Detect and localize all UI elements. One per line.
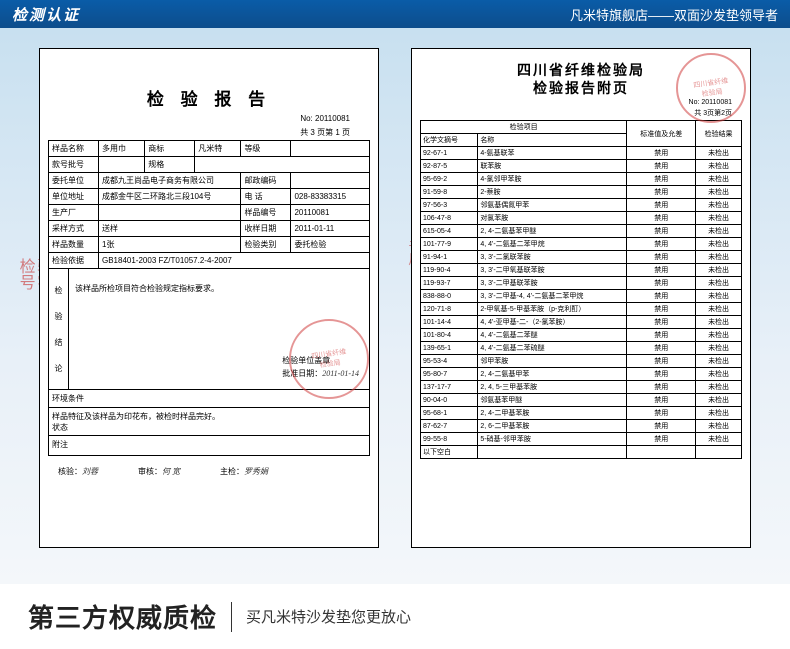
table-row: 款号批号规格 xyxy=(49,157,370,173)
table-header-row: 检验项目标准值及允差检验结果 xyxy=(421,121,742,134)
table-row: 120-71-82-甲氧基-5-甲基苯胺（p-克利酊）禁用未检出 xyxy=(421,303,742,316)
table-row: 99-55-85-硝基-邻甲苯胺禁用未检出 xyxy=(421,433,742,446)
doc1-pages: 共 3 页第 1 页 xyxy=(48,127,350,138)
conclusion-label: 检验结论 xyxy=(49,269,69,389)
table-row: 采样方式送样收样日期2011-01-11 xyxy=(49,221,370,237)
red-stamp-icon: 四川省纤维检验局 xyxy=(289,319,369,399)
table-row: 95-68-12, 4-二甲基苯胺禁用未检出 xyxy=(421,407,742,420)
table-row: 119-93-73, 3'-二甲基联苯胺禁用未检出 xyxy=(421,277,742,290)
footer-sub: 买凡米特沙发垫您更放心 xyxy=(246,606,411,627)
header-bar: 检测认证 凡米特旗舰店——双面沙发垫领导者 xyxy=(0,0,790,28)
table-row: 95-53-4邻甲苯胺禁用未检出 xyxy=(421,355,742,368)
divider xyxy=(231,602,232,632)
table-row: 137-17-72, 4, 5-三甲基苯胺禁用未检出 xyxy=(421,381,742,394)
header-title: 检测认证 xyxy=(12,4,80,25)
table-row: 92-67-14-氨基联苯禁用未检出 xyxy=(421,147,742,160)
content-area: 局验字检号 维检书局 检 验 报 告 No: 20110081 共 3 页第 1… xyxy=(0,28,790,584)
table-row: 838-88-03, 3'-二甲基-4, 4'-二氨基二苯甲烷禁用未检出 xyxy=(421,290,742,303)
footer-main: 第三方权威质检 xyxy=(28,598,217,635)
table-row: 101-80-44, 4'-二氨基二苯醚禁用未检出 xyxy=(421,329,742,342)
table-row: 92-87-5联苯胺禁用未检出 xyxy=(421,160,742,173)
red-stamp-icon: 四川省纤维检验局 xyxy=(676,53,746,123)
table-row: 95-80-72, 4-二氨基甲苯禁用未检出 xyxy=(421,368,742,381)
table-row: 106-47-8对氯苯胺禁用未检出 xyxy=(421,212,742,225)
table-row: 87-62-72, 6-二甲基苯胺禁用未检出 xyxy=(421,420,742,433)
table-row: 单位地址成都金牛区二环路北三段104号电 话028-83383315 xyxy=(49,189,370,205)
table-row: 91-59-82-萘胺禁用未检出 xyxy=(421,186,742,199)
table-row: 101-77-94, 4'-二氨基二苯甲烷禁用未检出 xyxy=(421,238,742,251)
doc1-signatures: 核验：刘蓉 审核：何 宽 主检：罗秀娟 xyxy=(48,466,370,477)
footer: 第三方权威质检 买凡米特沙发垫您更放心 xyxy=(0,584,790,649)
attach-row: 附注 xyxy=(48,436,370,456)
doc2-table: 检验项目标准值及允差检验结果 化学文摘号名称 92-67-14-氨基联苯禁用未检… xyxy=(420,120,742,459)
conclusion-text: 该样品所检项目符合检验规定指标要求。 xyxy=(75,283,363,294)
doc1-table: 样品名称多用巾商标凡米特等级 款号批号规格 委托单位成都九王尚品电子商务有限公司… xyxy=(48,140,370,269)
inspection-report: 检 验 报 告 No: 20110081 共 3 页第 1 页 样品名称多用巾商… xyxy=(39,48,379,548)
inspection-appendix: 四川省纤维检验局检验报告附页 四川省纤维检验局 No: 20110081 共 3… xyxy=(411,48,751,548)
table-row: 91-94-13, 3'-二氯联苯胺禁用未检出 xyxy=(421,251,742,264)
table-row: 委托单位成都九王尚品电子商务有限公司邮政编码 xyxy=(49,173,370,189)
doc1-title: 检 验 报 告 xyxy=(48,85,370,110)
doc1-no: No: 20110081 xyxy=(48,114,350,123)
table-row: 139-65-14, 4'-二氨基二苯硫醚禁用未检出 xyxy=(421,342,742,355)
table-row: 检验依据GB18401-2003 FZ/T01057.2-4-2007 xyxy=(49,253,370,269)
table-blank-row: 以下空白 xyxy=(421,446,742,459)
sample-row: 样品特征及状态该样品为印花布，被检时样品完好。 xyxy=(48,408,370,436)
conclusion-box: 检验结论 该样品所检项目符合检验规定指标要求。 检验单位盖章 批准日期：2011… xyxy=(48,268,370,390)
header-subtitle: 凡米特旗舰店——双面沙发垫领导者 xyxy=(570,5,778,24)
table-row: 615-05-42, 4-二氨基苯甲醚禁用未检出 xyxy=(421,225,742,238)
table-row: 101-14-44, 4'-亚甲基-二-（2-氯苯胺）禁用未检出 xyxy=(421,316,742,329)
table-row: 样品名称多用巾商标凡米特等级 xyxy=(49,141,370,157)
table-row: 95-69-24-氯邻甲苯胺禁用未检出 xyxy=(421,173,742,186)
table-row: 90-04-0邻氨基苯甲醚禁用未检出 xyxy=(421,394,742,407)
table-row: 生产厂样品编号20110081 xyxy=(49,205,370,221)
table-row: 样品数量1张检验类别委托检验 xyxy=(49,237,370,253)
table-row: 97-56-3邻氨基偶氮甲苯禁用未检出 xyxy=(421,199,742,212)
table-row: 119-90-43, 3'-二甲氧基联苯胺禁用未检出 xyxy=(421,264,742,277)
